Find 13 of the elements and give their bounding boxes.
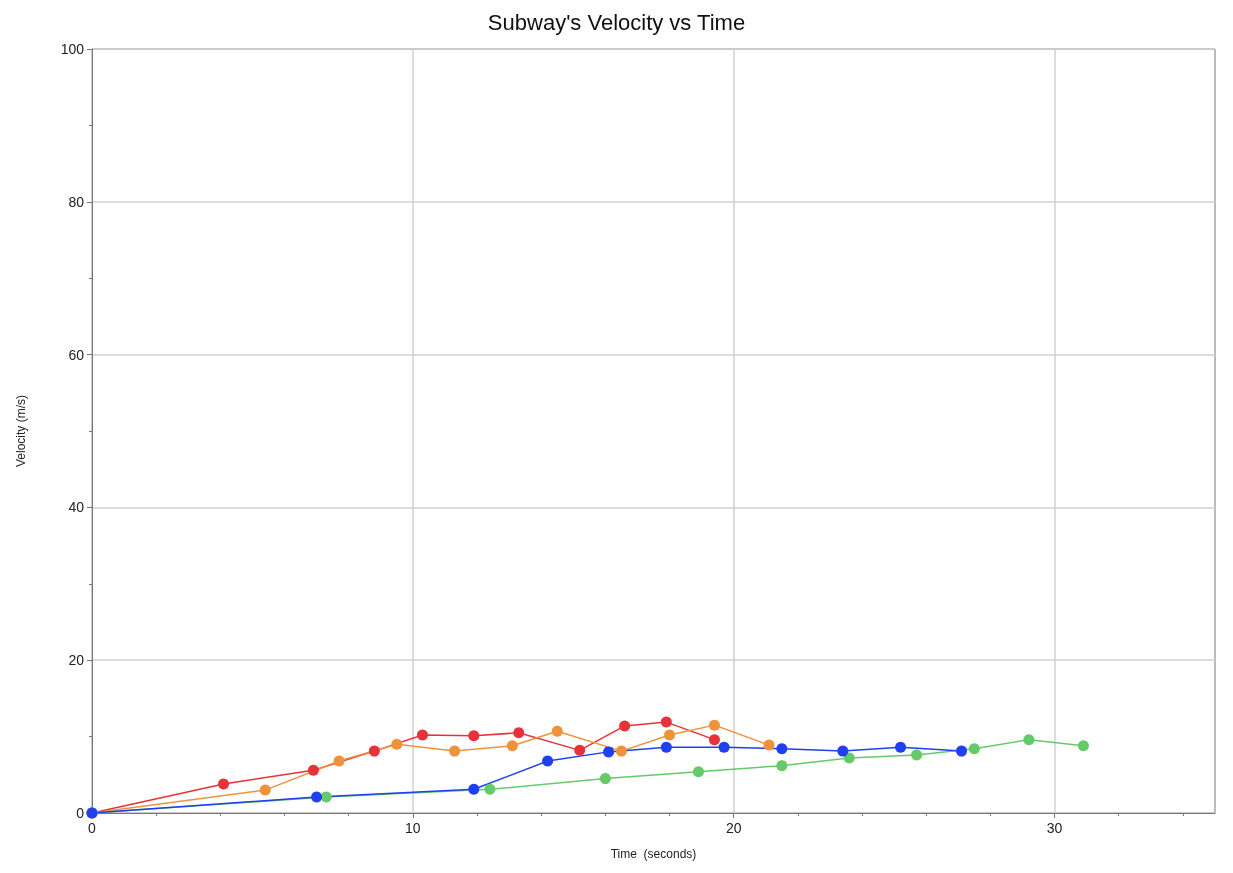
x-tick-label: 20 [725, 820, 742, 836]
y-tick-label: 100 [60, 41, 85, 57]
y-tick-label: 80 [68, 193, 85, 210]
y-axis-title: Velocity (m/s) [14, 394, 28, 468]
y-tick-label: 20 [68, 652, 85, 669]
y-tick-label: 40 [68, 499, 85, 516]
y-tick-label: 60 [68, 346, 85, 363]
x-tick-label: 10 [405, 820, 421, 836]
y-tick-label: 0 [76, 805, 85, 821]
x-tick-label: 30 [1046, 820, 1063, 836]
x-tick-label: 0 [88, 820, 97, 836]
x-axis-title: Time (seconds) [610, 847, 697, 861]
chart-title: Subway's Velocity vs Time [487, 9, 746, 35]
